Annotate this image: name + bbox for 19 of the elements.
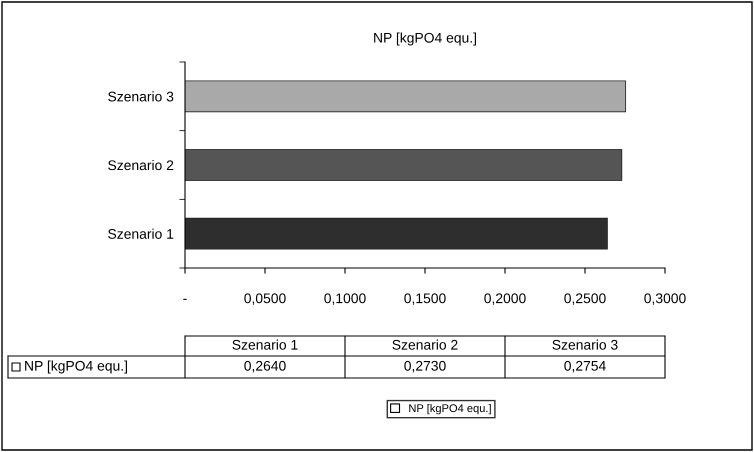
- text: NP [kgPO4 equ.]: [409, 404, 491, 414]
- y-tick-label: Szenario 2: [108, 160, 174, 170]
- chart-title: NP [kgPO4 equ.]: [374, 32, 476, 46]
- y-tick-label: Szenario 1: [108, 228, 174, 239]
- x-tick-label: 0,2500: [564, 293, 606, 305]
- x-tick-label: 0,2000: [484, 293, 526, 305]
- x-tick-label: 0,1500: [404, 293, 446, 305]
- x-tick-label: -: [183, 298, 187, 300]
- text: 0,2640: [244, 360, 286, 372]
- y-tick-label: Szenario 3: [108, 91, 174, 102]
- category-label: Szenario 3: [552, 340, 618, 350]
- category-label: Szenario 1: [232, 340, 298, 350]
- text: NP [kgPO4 equ.]: [25, 360, 127, 374]
- text: 0,2730: [404, 360, 446, 372]
- text: 0,2754: [564, 360, 606, 372]
- x-tick-label: 0,0500: [244, 293, 286, 305]
- x-tick-label: 0,3000: [644, 293, 686, 305]
- category-label: Szenario 2: [392, 340, 458, 350]
- x-tick-label: 0,1000: [324, 293, 366, 305]
